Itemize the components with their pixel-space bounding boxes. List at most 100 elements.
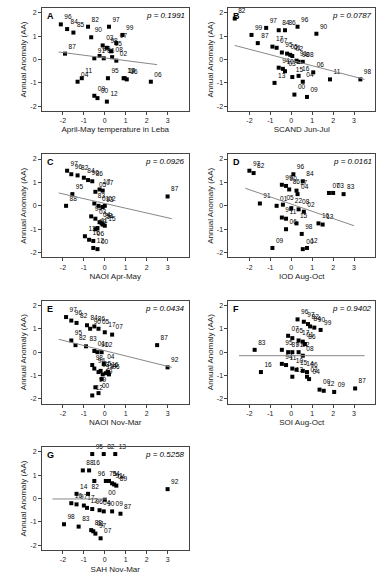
svg-text:96: 96 [64,13,72,20]
svg-text:0: 0 [33,56,37,63]
svg-text:04: 04 [81,71,89,78]
svg-text:0: 0 [289,264,293,271]
svg-text:Annual Anomaly (AA): Annual Anomaly (AA) [206,21,215,97]
svg-text:00: 00 [101,87,109,94]
svg-text:00: 00 [102,382,110,389]
svg-text:-1: -1 [30,79,36,86]
svg-text:2: 2 [33,448,37,455]
svg-text:-2: -2 [60,264,66,271]
svg-text:-1: -1 [81,117,87,124]
svg-text:2: 2 [331,264,335,271]
svg-text:2: 2 [145,556,149,563]
svg-text:0: 0 [219,349,223,356]
svg-text:-1: -1 [267,117,273,124]
svg-text:02: 02 [307,201,315,208]
svg-text:08: 08 [306,345,314,352]
svg-text:95: 95 [285,41,293,48]
svg-text:12: 12 [97,237,105,244]
svg-text:86: 86 [288,19,296,26]
svg-text:95: 95 [285,339,293,346]
svg-text:11: 11 [290,208,297,215]
svg-text:01: 01 [98,340,106,347]
svg-text:14: 14 [306,360,314,367]
svg-text:SCAND Jun-Jul: SCAND Jun-Jul [274,125,330,134]
svg-text:16: 16 [111,361,119,368]
svg-text:83: 83 [98,192,106,199]
svg-text:10: 10 [296,357,304,364]
svg-text:-1: -1 [81,556,87,563]
svg-text:16: 16 [93,459,101,466]
svg-text:IOD Aug-Oct: IOD Aug-Oct [279,272,325,281]
svg-text:01: 01 [280,195,288,202]
svg-text:97: 97 [253,160,261,167]
svg-text:0: 0 [219,56,223,63]
svg-text:88: 88 [70,195,78,202]
svg-text:86: 86 [98,315,106,322]
svg-text:12: 12 [110,90,118,97]
svg-text:1: 1 [310,264,314,271]
svg-text:82: 82 [312,313,320,320]
svg-text:85: 85 [77,21,85,28]
svg-text:2: 2 [145,264,149,271]
svg-text:0: 0 [33,495,37,502]
svg-text:-2: -2 [30,103,36,110]
svg-text:-1: -1 [30,226,36,233]
svg-text:2: 2 [33,9,37,16]
svg-text:13: 13 [278,72,286,79]
svg-text:2: 2 [33,302,37,309]
svg-text:84: 84 [282,19,290,26]
svg-text:00: 00 [298,83,306,90]
svg-text:97: 97 [70,306,78,313]
svg-text:08: 08 [302,198,310,205]
svg-text:13: 13 [127,67,135,74]
svg-text:-1: -1 [30,372,36,379]
svg-text:99: 99 [99,218,107,225]
svg-text:91: 91 [116,472,124,479]
svg-text:03: 03 [102,361,110,368]
svg-text:96: 96 [96,498,104,505]
svg-text:95: 95 [76,183,84,190]
svg-text:09: 09 [116,500,124,507]
svg-text:16: 16 [130,68,138,75]
svg-text:87: 87 [161,334,169,341]
svg-text:97: 97 [80,493,88,500]
svg-text:07: 07 [332,182,340,189]
svg-text:16: 16 [75,492,83,499]
svg-text:11: 11 [85,67,92,74]
svg-text:14: 14 [106,213,114,220]
svg-text:17: 17 [103,178,111,185]
svg-text:90: 90 [290,175,298,182]
svg-text:-2: -2 [60,117,66,124]
svg-text:1: 1 [124,556,128,563]
svg-text:3: 3 [352,410,356,417]
svg-text:08: 08 [306,51,314,58]
svg-text:15: 15 [104,360,112,367]
svg-text:96: 96 [98,470,106,477]
svg-text:-2: -2 [217,103,223,110]
svg-text:Annual Anomaly (AA): Annual Anomaly (AA) [19,167,28,243]
svg-text:00: 00 [108,489,116,496]
svg-text:05: 05 [286,194,294,201]
svg-text:13: 13 [119,443,127,450]
svg-text:94: 94 [98,357,106,364]
svg-text:08: 08 [116,46,124,53]
svg-text:82: 82 [79,334,87,341]
svg-text:94: 94 [95,205,103,212]
svg-text:17: 17 [276,35,284,42]
svg-text:Annual Anomaly (AA): Annual Anomaly (AA) [19,314,28,390]
svg-text:09: 09 [105,368,113,375]
svg-text:2: 2 [219,155,223,162]
svg-text:83: 83 [82,515,90,522]
svg-text:17: 17 [87,494,95,501]
svg-text:03: 03 [310,366,318,373]
svg-text:02: 02 [108,195,116,202]
svg-text:0: 0 [103,264,107,271]
svg-text:94: 94 [112,470,120,477]
svg-text:p = 0.0926: p = 0.0926 [145,157,185,166]
svg-text:12: 12 [91,497,99,504]
svg-text:3: 3 [352,117,356,124]
svg-text:01: 01 [294,44,302,51]
svg-text:2: 2 [145,410,149,417]
svg-text:-1: -1 [81,410,87,417]
svg-text:-1: -1 [267,264,273,271]
